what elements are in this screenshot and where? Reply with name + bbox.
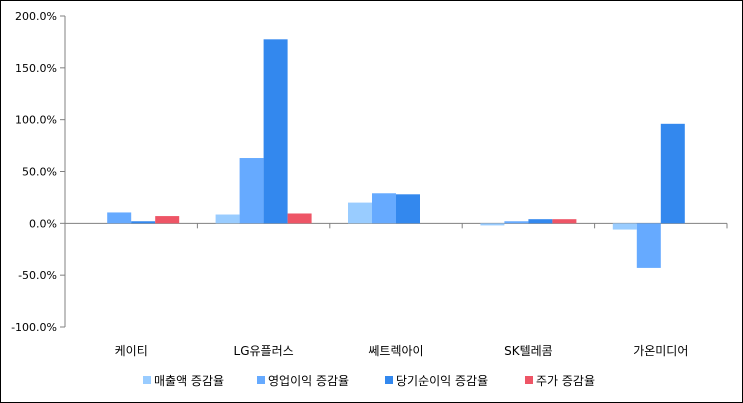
- bar-1-3: [287, 213, 312, 224]
- legend-label: 주가 증감율: [536, 374, 595, 388]
- bar-2-1: [372, 193, 396, 224]
- bar-1-1: [239, 158, 264, 224]
- bar-2-0: [348, 202, 372, 224]
- x-tick-label: 케이티: [115, 344, 148, 358]
- legend-swatch: [143, 376, 151, 384]
- y-tick-label: -50.0%: [18, 269, 57, 282]
- bars: [107, 39, 685, 268]
- legend-label: 매출액 증감율: [154, 374, 224, 388]
- bar-0-3: [155, 216, 180, 224]
- bar-4-2: [660, 123, 685, 224]
- x-tick-label: 가온미디어: [633, 344, 688, 358]
- x-tick-label: 쎄트렉아이: [368, 344, 423, 358]
- bar-3-2: [528, 219, 553, 224]
- y-tick-label: 50.0%: [22, 166, 57, 179]
- bar-4-0: [612, 223, 637, 230]
- bar-1-2: [263, 39, 288, 224]
- x-tick-label: SK텔레콤: [504, 344, 553, 358]
- bar-3-3: [552, 219, 577, 224]
- y-tick-label: 150.0%: [15, 62, 57, 75]
- bar-0-1: [107, 212, 132, 224]
- bar-1-0: [215, 214, 240, 224]
- bar-4-1: [636, 223, 661, 268]
- legend-label: 영업이익 증감율: [268, 374, 349, 388]
- bar-3-0: [480, 223, 505, 226]
- legend-swatch: [525, 376, 533, 384]
- legend-swatch: [385, 376, 393, 384]
- legend-label: 당기순이익 증감율: [396, 374, 488, 388]
- x-tick-label: LG유플러스: [234, 344, 294, 358]
- bar-3-1: [504, 221, 529, 224]
- x-axis-labels: 케이티 LG유플러스 쎄트렉아이 SK텔레콤 가온미디어: [115, 344, 689, 358]
- y-tick-label: -100.0%: [11, 321, 57, 334]
- y-axis-ticks: -100.0% -50.0% 0.0% 50.0% 100.0% 150.0% 200.0%: [11, 10, 65, 334]
- legend: 매출액 증감율 영업이익 증감율 당기순이익 증감율 주가 증감율: [143, 374, 595, 388]
- y-tick-label: 200.0%: [15, 10, 57, 23]
- y-tick-label: 100.0%: [15, 114, 57, 127]
- axes: [64, 16, 728, 327]
- legend-swatch: [257, 376, 265, 384]
- bar-0-2: [131, 221, 156, 224]
- y-tick-label: 0.0%: [29, 217, 57, 230]
- bar-2-2: [396, 194, 420, 224]
